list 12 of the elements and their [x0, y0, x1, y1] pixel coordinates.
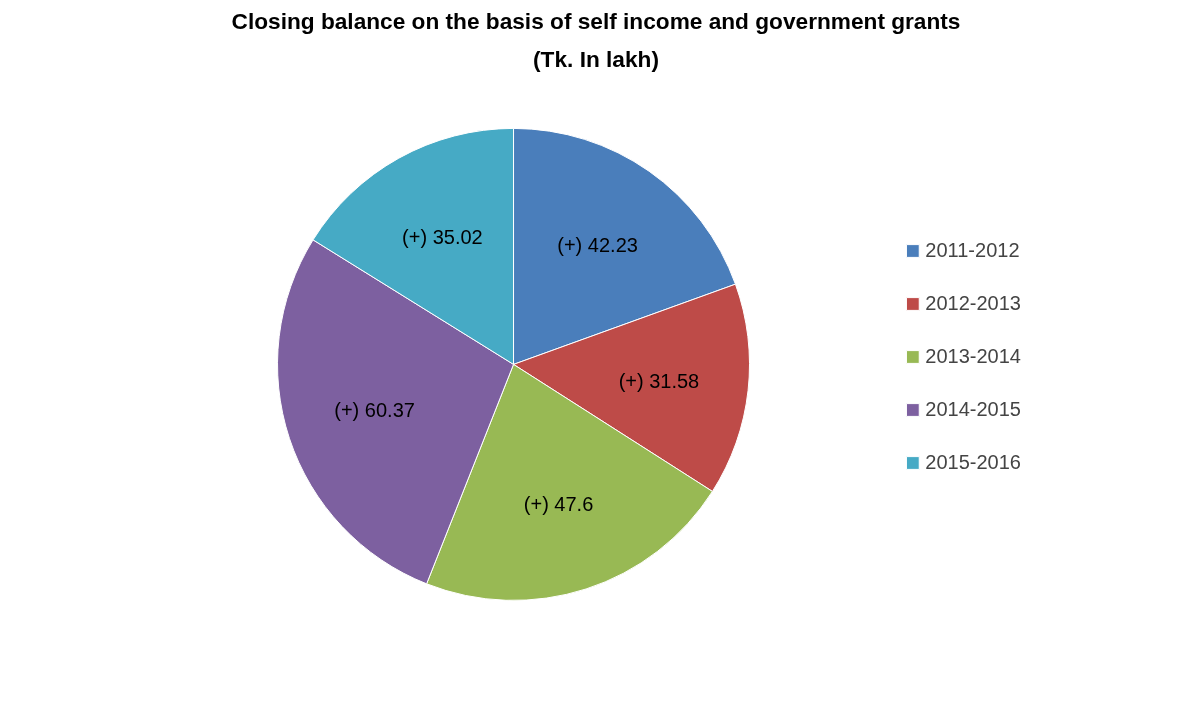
data-label: (+) 47.6: [523, 492, 594, 515]
data-label: (+) 31.58: [618, 369, 700, 392]
legend-label: 2014-2015: [925, 397, 1021, 421]
chart-title: Closing balance on the basis of self income and government grants: [231, 7, 961, 34]
data-label: (+) 35.02: [402, 225, 483, 248]
data-label: (+) 42.23: [557, 233, 638, 256]
chart-subtitle: (Tk. In lakh): [533, 45, 659, 72]
legend-label: 2015-2016: [925, 450, 1021, 474]
data-label: (+) 60.37: [334, 399, 415, 422]
legend-label: 2013-2014: [925, 344, 1021, 368]
legend-label: 2011-2012: [925, 238, 1020, 262]
legend-label: 2012-2013: [925, 291, 1021, 315]
